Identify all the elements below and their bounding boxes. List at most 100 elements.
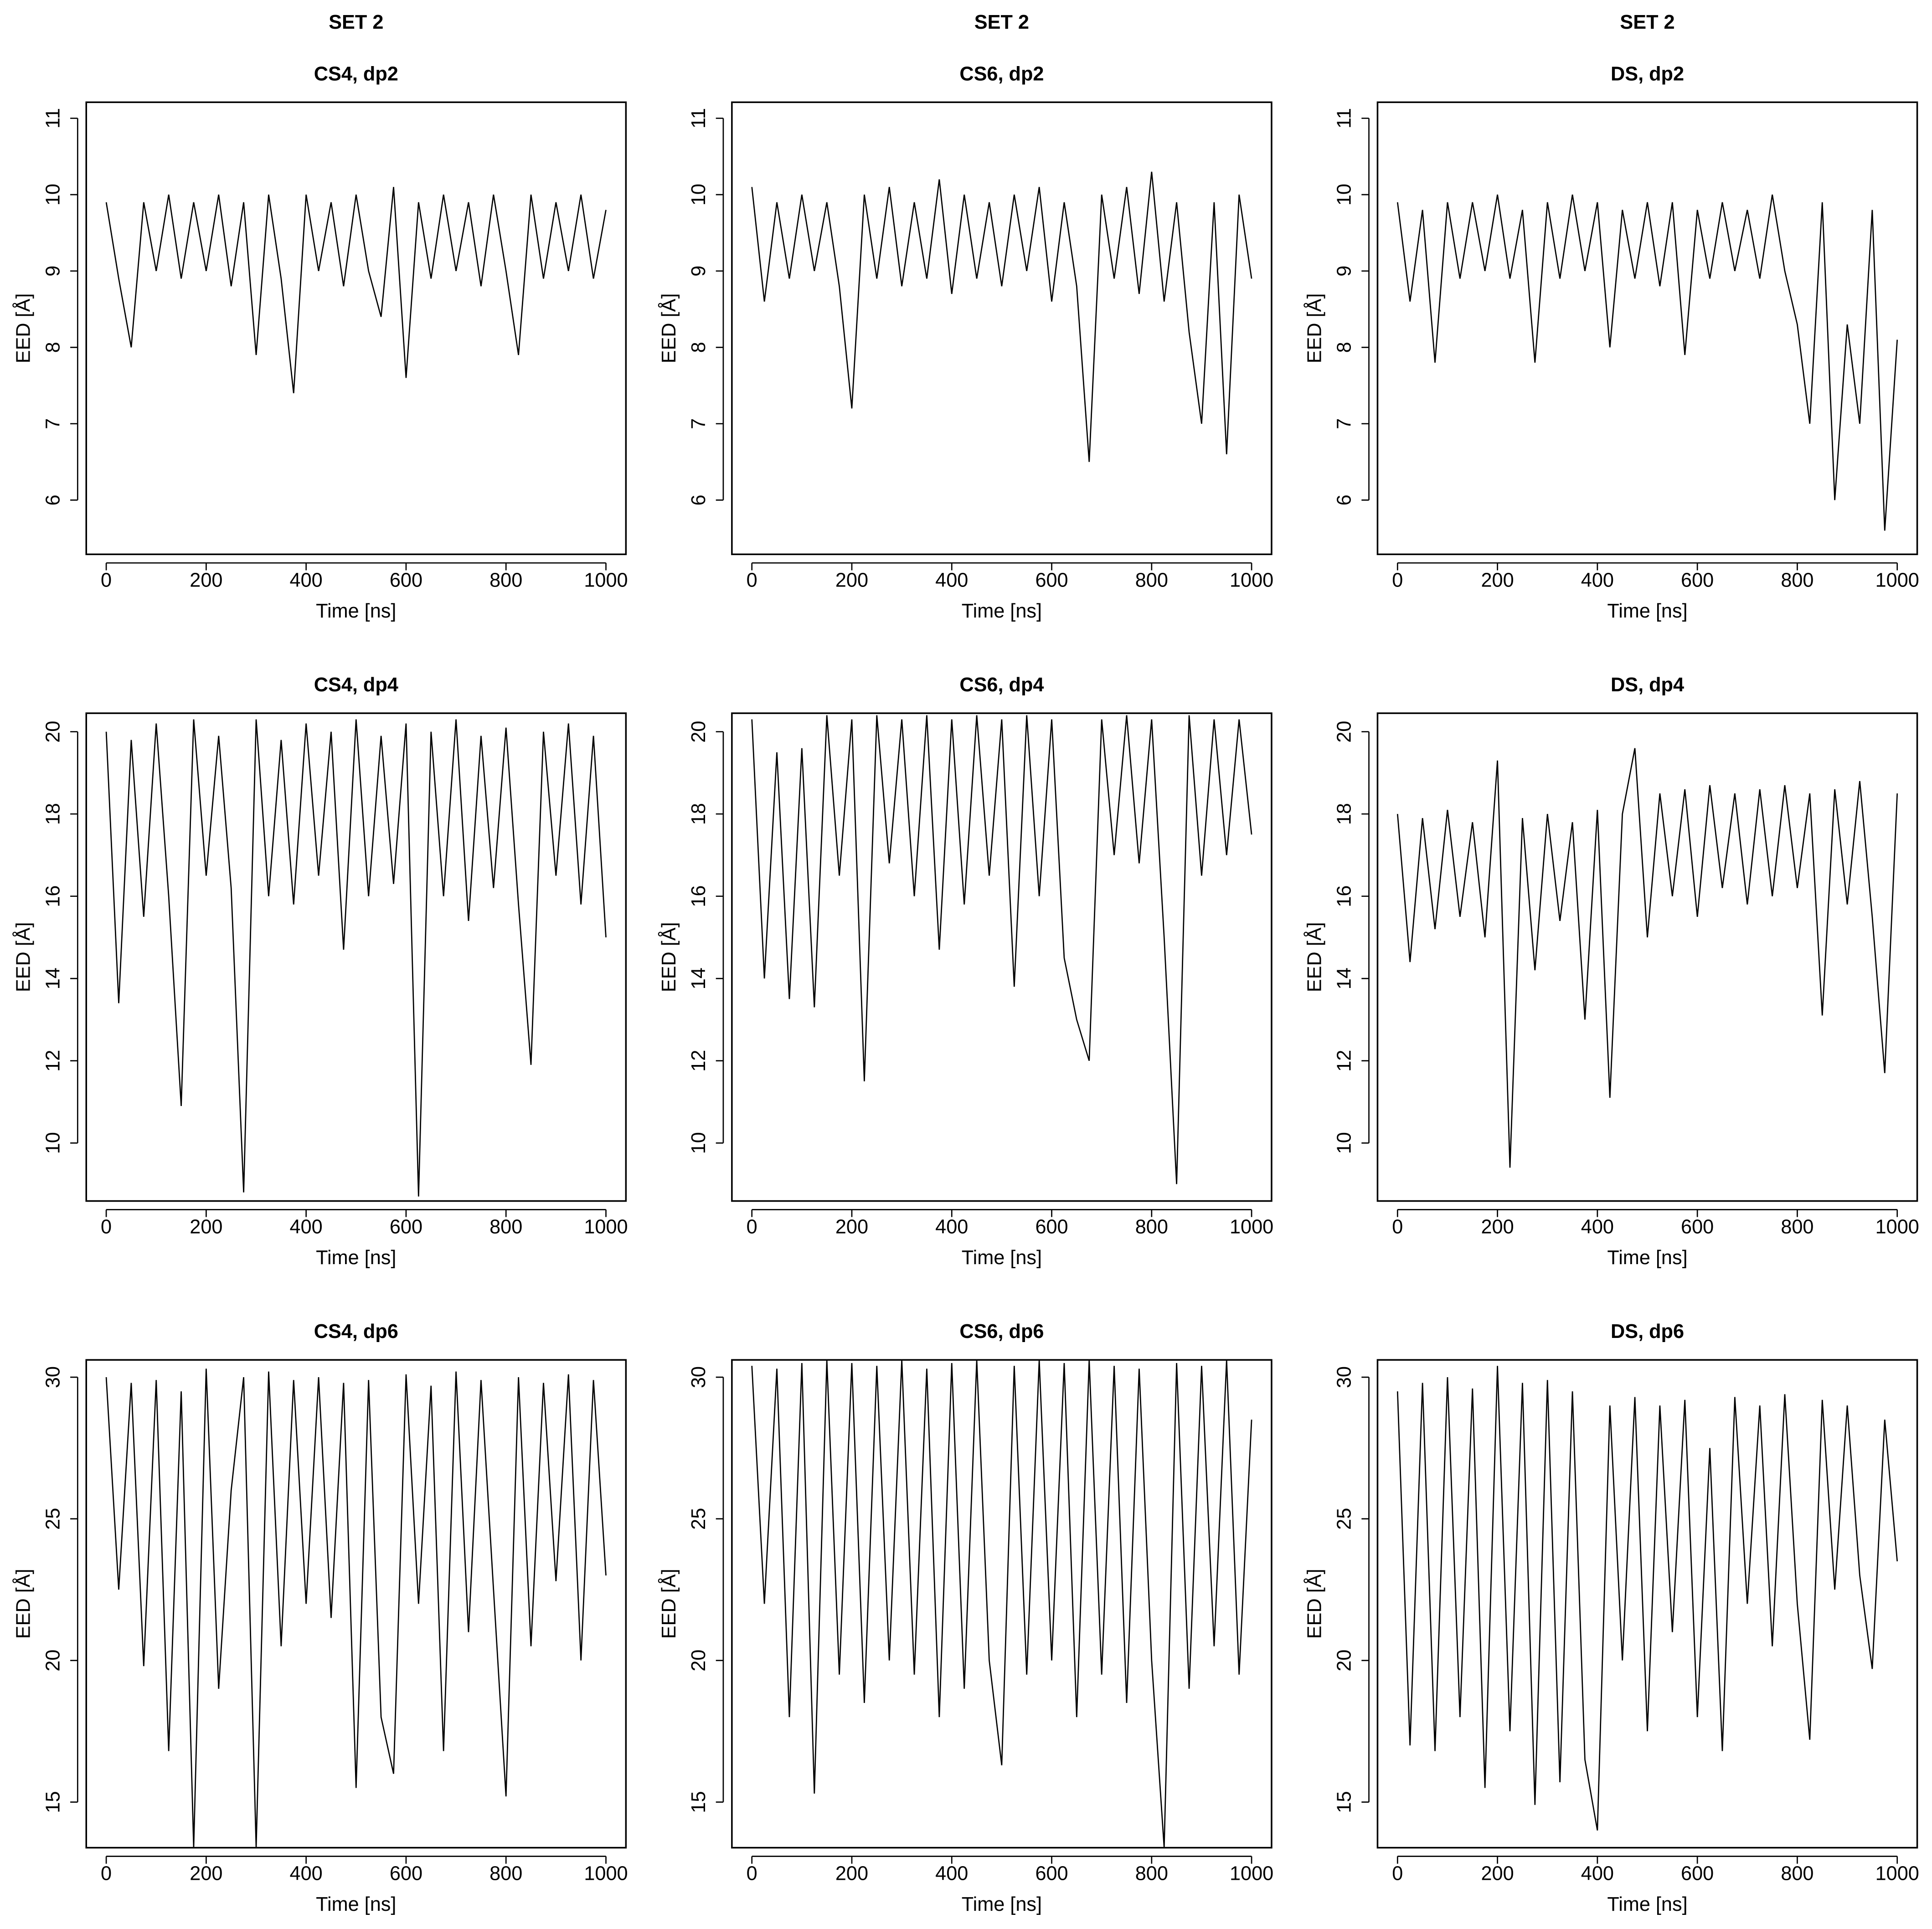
y-tick-label: 14 xyxy=(1334,967,1355,989)
y-tick-label: 25 xyxy=(42,1508,64,1530)
x-tick-label: 0 xyxy=(1392,569,1403,591)
x-tick-label: 800 xyxy=(1781,1216,1814,1238)
x-axis-label: Time [ns] xyxy=(316,1893,396,1915)
plot-frame xyxy=(1376,101,1918,556)
x-tick-label: 200 xyxy=(835,1862,868,1884)
panel-title: DS, dp6 xyxy=(1611,1321,1684,1343)
x-tick-label: 1000 xyxy=(1875,1862,1919,1884)
y-tick-label: 16 xyxy=(688,885,710,907)
x-tick-label: 1000 xyxy=(1875,1216,1919,1238)
plot-frame xyxy=(731,101,1273,556)
y-tick-label: 14 xyxy=(42,967,64,989)
x-axis-label: Time [ns] xyxy=(1607,1247,1687,1269)
y-tick-label: 18 xyxy=(1334,803,1355,825)
y-tick-label: 15 xyxy=(688,1791,710,1813)
y-tick-label: 6 xyxy=(688,494,710,505)
x-tick-label: 800 xyxy=(1781,569,1814,591)
x-tick-label: 400 xyxy=(1581,1216,1614,1238)
plot-frame xyxy=(1376,712,1918,1202)
y-tick-label: 9 xyxy=(1334,266,1355,277)
y-tick-label: 12 xyxy=(1334,1050,1355,1072)
panel-title: CS6, dp4 xyxy=(959,674,1044,696)
x-tick-label: 200 xyxy=(835,569,868,591)
panel-title: CS6, dp6 xyxy=(959,1321,1044,1343)
y-tick-label: 12 xyxy=(42,1050,64,1072)
y-tick-label: 8 xyxy=(688,342,710,353)
x-tick-label: 800 xyxy=(1135,1862,1168,1884)
data-line xyxy=(105,719,607,1197)
x-tick-label: 800 xyxy=(489,1862,522,1884)
plot-frame xyxy=(85,712,627,1202)
y-axis-label: EED [Å] xyxy=(658,922,680,992)
y-tick-label: 20 xyxy=(42,721,64,743)
y-tick-label: 9 xyxy=(42,266,64,277)
panel-title: DS, dp2 xyxy=(1611,63,1684,85)
x-tick-label: 800 xyxy=(1135,1216,1168,1238)
x-tick-label: 400 xyxy=(290,569,323,591)
x-tick-label: 200 xyxy=(190,1216,222,1238)
x-tick-label: 1000 xyxy=(1875,569,1919,591)
x-tick-label: 0 xyxy=(101,1862,112,1884)
y-tick-label: 25 xyxy=(688,1508,710,1530)
x-tick-label: 0 xyxy=(1392,1862,1403,1884)
x-axis-label: Time [ns] xyxy=(1607,600,1687,622)
plot-frame xyxy=(731,712,1273,1202)
data-line xyxy=(751,715,1252,1184)
x-tick-label: 1000 xyxy=(1230,1216,1273,1238)
x-axis-label: Time [ns] xyxy=(1607,1893,1687,1915)
x-axis-label: Time [ns] xyxy=(316,1247,396,1269)
x-tick-label: 600 xyxy=(1681,1862,1714,1884)
x-tick-label: 600 xyxy=(1035,1862,1068,1884)
data-line xyxy=(1396,748,1898,1168)
data-line xyxy=(751,171,1252,462)
x-tick-label: 400 xyxy=(935,1216,968,1238)
x-tick-label: 400 xyxy=(935,1862,968,1884)
y-tick-label: 7 xyxy=(42,418,64,429)
y-axis-label: EED [Å] xyxy=(658,1569,680,1639)
x-axis-label: Time [ns] xyxy=(316,600,396,622)
x-tick-label: 800 xyxy=(489,1216,522,1238)
x-axis-label: Time [ns] xyxy=(962,600,1042,622)
x-tick-label: 200 xyxy=(835,1216,868,1238)
y-tick-label: 6 xyxy=(42,494,64,505)
y-axis-label: EED [Å] xyxy=(1304,1569,1326,1639)
y-tick-label: 18 xyxy=(42,803,64,825)
panel-title: CS4, dp2 xyxy=(314,63,398,85)
x-tick-label: 1000 xyxy=(1230,1862,1273,1884)
x-tick-label: 0 xyxy=(747,1216,757,1238)
data-line xyxy=(1396,194,1898,531)
panel-title: CS4, dp6 xyxy=(314,1321,398,1343)
y-axis-label: EED [Å] xyxy=(12,293,34,363)
x-tick-label: 600 xyxy=(1035,1216,1068,1238)
x-axis-label: Time [ns] xyxy=(962,1247,1042,1269)
x-tick-label: 1000 xyxy=(584,1216,628,1238)
y-tick-label: 10 xyxy=(1334,184,1355,206)
panel-title: CS6, dp2 xyxy=(959,63,1044,85)
data-line xyxy=(105,187,607,393)
data-line xyxy=(105,1368,607,1848)
x-tick-label: 0 xyxy=(747,1862,757,1884)
x-tick-label: 600 xyxy=(390,1862,422,1884)
x-tick-label: 0 xyxy=(1392,1216,1403,1238)
x-tick-label: 200 xyxy=(1481,569,1514,591)
x-tick-label: 1000 xyxy=(584,1862,628,1884)
y-tick-label: 16 xyxy=(1334,885,1355,907)
y-axis-label: EED [Å] xyxy=(12,1569,34,1639)
x-tick-label: 0 xyxy=(101,1216,112,1238)
y-tick-label: 8 xyxy=(42,342,64,353)
x-tick-label: 800 xyxy=(1781,1862,1814,1884)
y-tick-label: 11 xyxy=(1334,108,1355,129)
y-tick-label: 16 xyxy=(42,885,64,907)
y-tick-label: 7 xyxy=(688,418,710,429)
data-line xyxy=(1396,1366,1898,1831)
super-title: SET 2 xyxy=(1620,11,1674,33)
x-tick-label: 400 xyxy=(1581,1862,1614,1884)
x-tick-label: 600 xyxy=(1681,569,1714,591)
plot-frame xyxy=(731,1359,1273,1849)
x-tick-label: 600 xyxy=(390,1216,422,1238)
y-tick-label: 18 xyxy=(688,803,710,825)
y-tick-label: 30 xyxy=(688,1366,710,1388)
x-tick-label: 200 xyxy=(190,569,222,591)
y-tick-label: 30 xyxy=(1334,1366,1355,1388)
